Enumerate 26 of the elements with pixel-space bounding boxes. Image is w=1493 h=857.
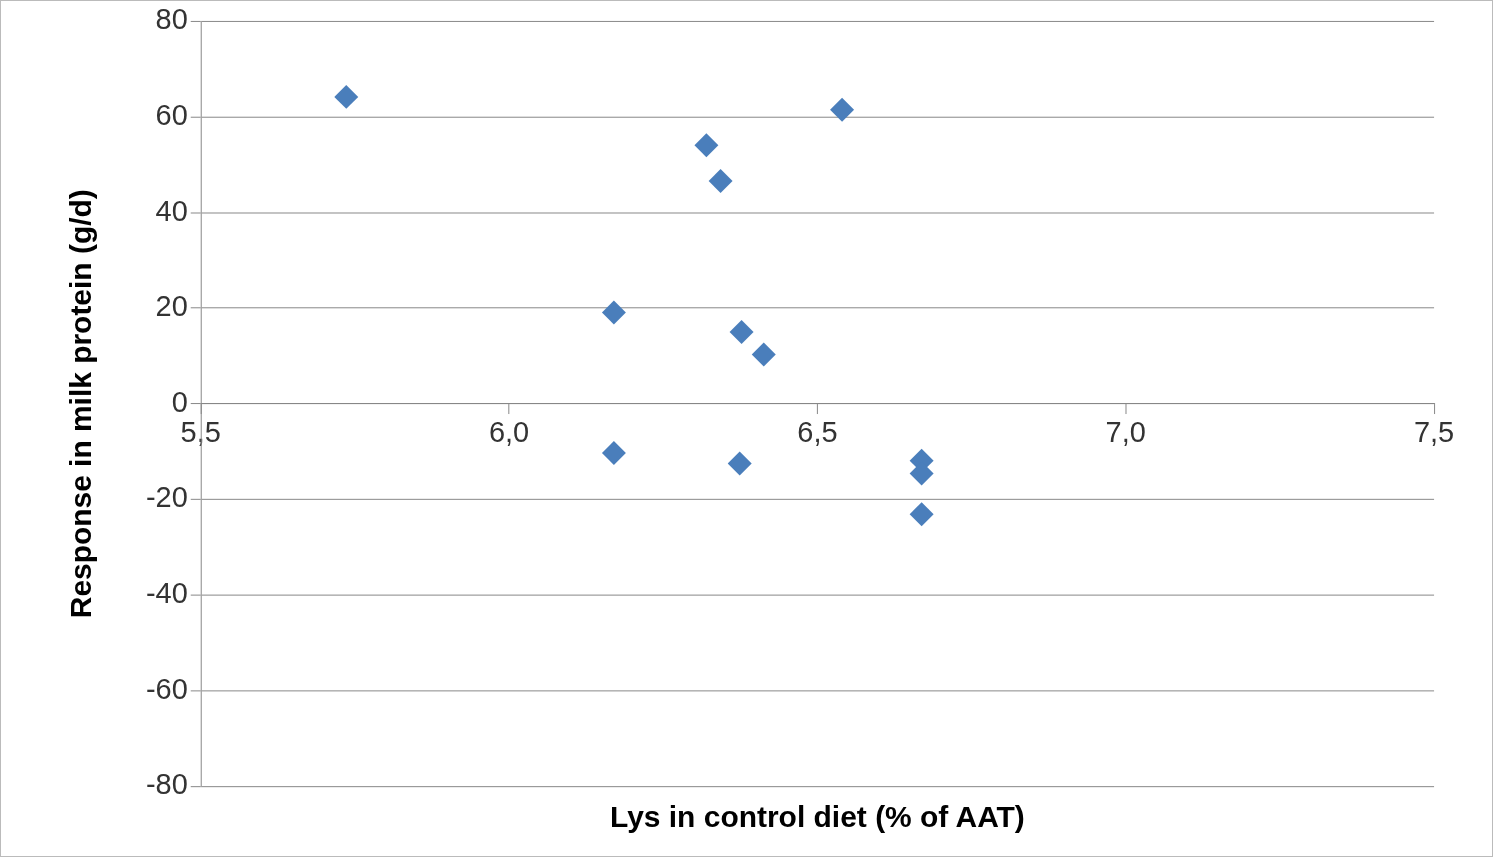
point (708, 169, 733, 193)
point (830, 97, 855, 122)
point (729, 320, 754, 345)
x-tick-label: 6,0 (488, 416, 530, 449)
point (334, 84, 359, 109)
x-tick-label: 6,5 (797, 416, 838, 449)
x-tick-label: 5,5 (180, 416, 221, 449)
y-tick-label: 60 (155, 98, 188, 131)
point (909, 502, 934, 527)
y-tick-label: 40 (155, 194, 188, 227)
point (601, 441, 626, 465)
y-tick-label: 20 (155, 290, 188, 323)
x-tick-label: 7,5 (1413, 416, 1455, 449)
y-tick-label: -40 (145, 576, 188, 609)
x-axis-title: Lys in control diet (% of AAT) (609, 800, 1025, 834)
y-tick-label: -60 (145, 672, 188, 705)
y-tick-label: 0 (171, 385, 188, 418)
y-tick-label: -20 (145, 481, 188, 514)
point (601, 300, 626, 325)
point (694, 133, 719, 158)
point (727, 451, 752, 476)
y-axis-title: Response in milk protein (g/d) (64, 189, 98, 619)
x-tick-label: 7,0 (1105, 416, 1146, 449)
y-tick-label: -80 (145, 768, 188, 801)
y-tick-label: 80 (155, 3, 188, 36)
point (751, 342, 776, 367)
